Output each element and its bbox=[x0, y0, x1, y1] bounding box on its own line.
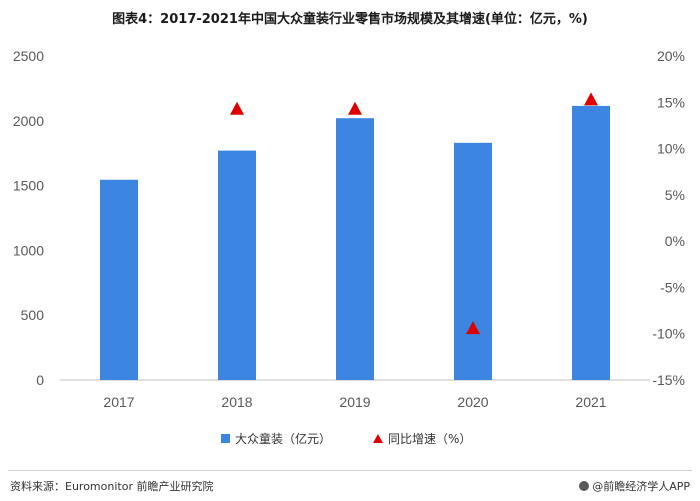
bar-2021 bbox=[572, 105, 610, 381]
y-right-tick-label: 20% bbox=[657, 48, 685, 64]
growth-marker-2021 bbox=[584, 92, 598, 106]
y-left-tick-label: 500 bbox=[21, 307, 45, 323]
chart-title: 图表4：2017-2021年中国大众童装行业零售市场规模及其增速(单位：亿元，%… bbox=[112, 12, 588, 27]
y-right-ticks: -15% -10% -5% 0% 5% 10% 15% 20% bbox=[652, 48, 685, 388]
y-left-tick-label: 0 bbox=[36, 372, 44, 388]
x-tick-label: 2017 bbox=[103, 394, 134, 410]
brand-logo-icon bbox=[579, 481, 590, 491]
source-note: 资料来源：Euromonitor 前瞻产业研究院 bbox=[10, 480, 214, 493]
brand-label: @前瞻经济学人APP bbox=[579, 478, 690, 494]
y-right-tick-label: -10% bbox=[652, 326, 685, 342]
legend-marker-label: 同比增速（%） bbox=[388, 432, 471, 446]
x-tick-label: 2020 bbox=[457, 394, 488, 410]
x-tick-label: 2019 bbox=[339, 394, 370, 410]
brand-text: @前瞻经济学人APP bbox=[592, 480, 690, 493]
y-right-tick-label: 10% bbox=[657, 141, 685, 157]
y-right-tick-label: -15% bbox=[652, 372, 685, 388]
y-left-ticks: 0 500 1000 1500 2000 2500 bbox=[13, 48, 44, 388]
y-left-tick-label: 2000 bbox=[13, 113, 44, 129]
bar-2018 bbox=[218, 150, 256, 380]
y-right-tick-label: -5% bbox=[660, 279, 685, 295]
legend-bar-swatch bbox=[221, 434, 230, 443]
bar-2017 bbox=[100, 179, 138, 380]
growth-marker-2019 bbox=[348, 101, 362, 115]
bar-2019 bbox=[336, 118, 374, 380]
chart: 0 500 1000 1500 2000 2500 -15% -10% -5% 0% 5% 10% 1… bbox=[13, 48, 685, 446]
legend-bar-label: 大众童装（亿元） bbox=[235, 431, 331, 446]
y-left-tick-label: 1500 bbox=[13, 178, 44, 194]
legend-marker-swatch bbox=[373, 434, 383, 443]
y-right-tick-label: 5% bbox=[665, 187, 685, 203]
x-tick-label: 2018 bbox=[221, 394, 252, 410]
y-right-tick-label: 15% bbox=[657, 94, 685, 110]
y-right-tick-label: 0% bbox=[665, 233, 685, 249]
y-left-tick-label: 2500 bbox=[13, 48, 44, 64]
growth-markers bbox=[230, 92, 598, 335]
x-tick-label: 2021 bbox=[575, 394, 606, 410]
bars bbox=[100, 105, 610, 381]
y-left-tick-label: 1000 bbox=[13, 242, 44, 258]
growth-marker-2020 bbox=[466, 321, 480, 335]
legend: 大众童装（亿元） 同比增速（%） bbox=[221, 431, 471, 446]
footer-divider bbox=[8, 470, 692, 471]
bar-2020 bbox=[454, 142, 492, 380]
growth-marker-2018 bbox=[230, 101, 244, 115]
x-ticks: 2017 2018 2019 2020 2021 bbox=[103, 394, 606, 410]
